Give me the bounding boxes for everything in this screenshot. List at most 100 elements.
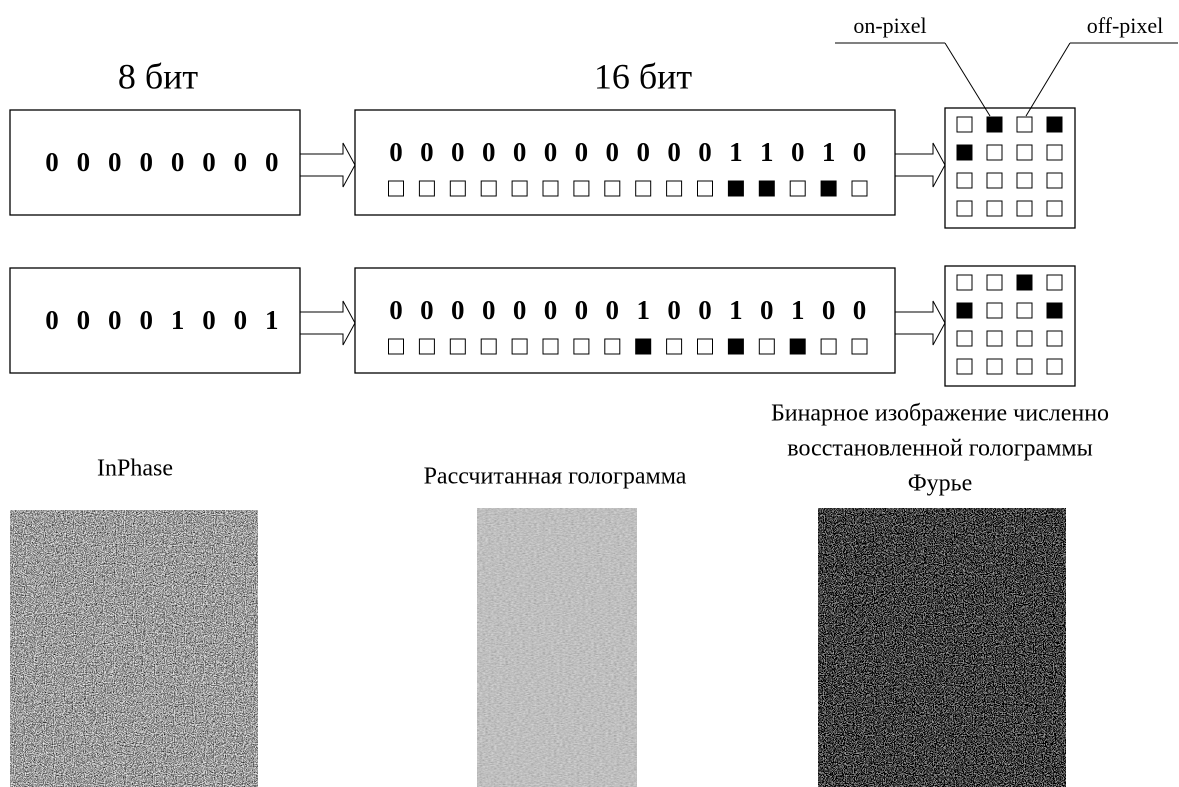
bit-digit: 0 <box>606 137 620 167</box>
grid-pixel <box>1017 145 1032 160</box>
bit-digit: 0 <box>698 295 712 325</box>
grid-pixel <box>1017 173 1032 188</box>
bit-pixel <box>821 181 836 196</box>
bit-digit: 1 <box>729 295 743 325</box>
bit-digit: 1 <box>171 305 185 335</box>
bit-pixel <box>852 339 867 354</box>
arrow <box>895 143 945 187</box>
grid-pixel <box>957 201 972 216</box>
grid-pixel <box>957 275 972 290</box>
grid-pixel <box>957 145 972 160</box>
arrow <box>895 301 945 345</box>
diagram: 8 бит 16 бит on-pixel off-pixel 00000000… <box>0 0 1179 787</box>
grid-pixel <box>987 201 1002 216</box>
bit-digit: 0 <box>139 305 153 335</box>
bit-pixel <box>481 339 496 354</box>
bit-digit: 0 <box>202 305 216 335</box>
bit-digit: 0 <box>513 295 527 325</box>
grid-pixel <box>1047 145 1062 160</box>
bit-digit: 0 <box>77 305 91 335</box>
bit-pixel <box>790 339 805 354</box>
bit-pixel <box>389 181 404 196</box>
grid-pixel <box>1047 359 1062 374</box>
bit-pixel <box>636 181 651 196</box>
image-caption: восстановленной голограммы <box>787 436 1092 462</box>
bit-pixel <box>698 181 713 196</box>
bit-digit: 0 <box>667 137 681 167</box>
bit-pixel <box>419 181 434 196</box>
bit-pixel <box>481 181 496 196</box>
bit-pixel <box>667 339 682 354</box>
bit-pixel <box>543 181 558 196</box>
bit-digit: 0 <box>575 137 589 167</box>
grid-pixel <box>987 145 1002 160</box>
bit-digit: 0 <box>513 137 527 167</box>
grid-pixel <box>1047 173 1062 188</box>
bit-digit: 0 <box>45 147 59 177</box>
bit-digit: 0 <box>853 295 867 325</box>
image-caption: Фурье <box>908 471 973 497</box>
bit-digit: 0 <box>698 137 712 167</box>
bit-digit: 1 <box>636 295 650 325</box>
grid-pixel <box>1047 331 1062 346</box>
bit-pixel <box>759 339 774 354</box>
grid-pixel <box>957 173 972 188</box>
bit-digit: 0 <box>760 295 774 325</box>
bit-pixel <box>728 339 743 354</box>
grid-pixel <box>957 303 972 318</box>
label-16bit: 16 бит <box>594 56 693 96</box>
off-pixel-label: off-pixel <box>1087 13 1164 38</box>
bit-digit: 0 <box>420 137 434 167</box>
label-8bit: 8 бит <box>118 56 199 96</box>
grid-pixel <box>957 359 972 374</box>
bit-digit: 0 <box>853 137 867 167</box>
bit-pixel <box>389 339 404 354</box>
bit-digit: 1 <box>265 305 279 335</box>
bit-digit: 1 <box>729 137 743 167</box>
reconstructed-image <box>818 508 1066 787</box>
grid-pixel <box>1047 275 1062 290</box>
bit-digit: 1 <box>822 137 836 167</box>
bit-pixel <box>759 181 774 196</box>
bit-digit: 0 <box>389 295 403 325</box>
arrow <box>300 143 355 187</box>
bit-digit: 0 <box>139 147 153 177</box>
bit-pixel <box>574 181 589 196</box>
bit-pixel <box>450 181 465 196</box>
hologram-image <box>477 508 637 787</box>
page: { "header": {"label_8": "8 бит", "label_… <box>0 0 1179 787</box>
grid-pixel <box>987 331 1002 346</box>
bit-pixel <box>852 181 867 196</box>
bit-digit: 0 <box>451 295 465 325</box>
bit-pixel <box>728 181 743 196</box>
grid-pixel <box>957 117 972 132</box>
grid-pixel <box>987 275 1002 290</box>
bit-digit: 0 <box>544 137 558 167</box>
bit-pixel <box>790 181 805 196</box>
grid-pixel <box>1017 201 1032 216</box>
bit-digit: 0 <box>389 137 403 167</box>
bit-digit: 0 <box>822 295 836 325</box>
bit-digit: 0 <box>108 147 122 177</box>
bit-digit: 0 <box>77 147 91 177</box>
bit-pixel <box>605 339 620 354</box>
bit-digit: 0 <box>234 305 248 335</box>
bit-digit: 0 <box>544 295 558 325</box>
bit-digit: 1 <box>791 295 805 325</box>
bit-digit: 0 <box>108 305 122 335</box>
bit-digit: 0 <box>234 147 248 177</box>
grid-pixel <box>1017 303 1032 318</box>
image-caption: Рассчитанная голограмма <box>424 464 687 490</box>
bit-digit: 0 <box>575 295 589 325</box>
pointer <box>1026 43 1070 116</box>
grid-pixel <box>1017 331 1032 346</box>
word-box <box>355 110 895 215</box>
image-caption: Бинарное изображение численно <box>771 401 1109 427</box>
bit-digit: 0 <box>202 147 216 177</box>
bit-pixel <box>698 339 713 354</box>
bit-pixel <box>419 339 434 354</box>
bit-pixel <box>667 181 682 196</box>
grid-pixel <box>987 303 1002 318</box>
bit-digit: 0 <box>636 137 650 167</box>
bit-digit: 0 <box>420 295 434 325</box>
